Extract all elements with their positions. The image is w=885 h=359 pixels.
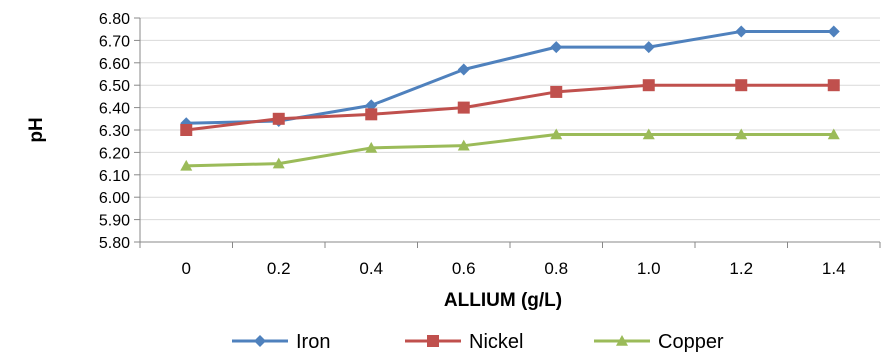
data-point-nickel xyxy=(365,108,378,121)
y-tick-label: 6.40 xyxy=(99,101,130,118)
data-point-copper xyxy=(272,157,285,169)
legend-marker-iron xyxy=(254,335,266,347)
y-axis-label: pH xyxy=(26,117,47,142)
legend-marker-copper xyxy=(616,335,628,346)
x-tick-label: 0 xyxy=(182,259,191,278)
legend-marker-nickel xyxy=(427,335,439,347)
x-axis-label: ALLIUM (g/L) xyxy=(444,290,562,311)
legend-label-copper: Copper xyxy=(658,331,724,353)
x-tick-label: 1.0 xyxy=(637,259,661,278)
gridlines xyxy=(140,17,880,221)
legend-item-iron: Iron xyxy=(232,331,330,353)
data-point-copper xyxy=(180,159,193,171)
y-tick-label: 6.60 xyxy=(99,56,130,73)
y-tick-label: 6.30 xyxy=(99,123,130,140)
legend-item-copper: Copper xyxy=(594,331,724,353)
x-tick-label: 1.2 xyxy=(729,259,753,278)
series-line-copper xyxy=(186,132,834,168)
x-tick-label: 0.2 xyxy=(267,259,291,278)
x-tick-label: 0.8 xyxy=(544,259,568,278)
series-nickel xyxy=(180,79,840,136)
series xyxy=(180,25,840,171)
legend-label-nickel: Nickel xyxy=(469,331,523,353)
y-tick-label: 5.90 xyxy=(99,213,130,230)
y-tick-label: 6.80 xyxy=(99,11,130,28)
legend-label-iron: Iron xyxy=(296,331,330,353)
y-tick-label: 6.20 xyxy=(99,145,130,162)
data-point-iron xyxy=(457,63,470,76)
data-point-nickel xyxy=(550,85,563,98)
data-point-copper xyxy=(550,128,563,140)
series-line-nickel xyxy=(186,83,834,132)
data-point-copper xyxy=(735,128,748,140)
x-tick-label: 1.4 xyxy=(822,259,846,278)
data-point-copper xyxy=(642,128,655,140)
y-tick-label: 6.00 xyxy=(99,190,130,207)
data-point-nickel xyxy=(180,124,193,136)
data-point-nickel xyxy=(272,112,285,125)
data-point-iron xyxy=(642,41,655,54)
data-point-nickel xyxy=(735,79,748,92)
data-point-copper xyxy=(365,141,378,153)
data-point-nickel xyxy=(827,79,840,92)
data-point-copper xyxy=(827,128,840,140)
x-tick-label: 0.6 xyxy=(452,259,476,278)
data-point-nickel xyxy=(457,101,470,114)
data-point-iron xyxy=(827,25,840,38)
series-line-iron xyxy=(186,29,834,125)
x-tick-label: 0.4 xyxy=(359,259,383,278)
y-tick-label: 6.10 xyxy=(99,168,130,185)
x-tick-labels: 0 0.2 0.4 0.6 0.8 1.0 1.2 1.4 xyxy=(182,259,846,278)
data-point-nickel xyxy=(642,79,655,92)
axes xyxy=(134,17,881,248)
data-point-iron xyxy=(550,41,563,54)
legend-item-nickel: Nickel xyxy=(405,331,523,353)
y-tick-label: 5.80 xyxy=(99,235,130,252)
y-tick-labels: 5.80 5.90 6.00 6.10 6.20 6.30 6.40 6.50 6.60 6.70… xyxy=(99,11,130,252)
y-tick-label: 6.50 xyxy=(99,78,130,95)
y-tick-label: 6.70 xyxy=(99,33,130,50)
series-copper xyxy=(180,128,840,171)
legend: Iron Nickel Copper xyxy=(232,331,724,353)
data-point-iron xyxy=(735,25,748,38)
data-point-copper xyxy=(457,139,470,151)
